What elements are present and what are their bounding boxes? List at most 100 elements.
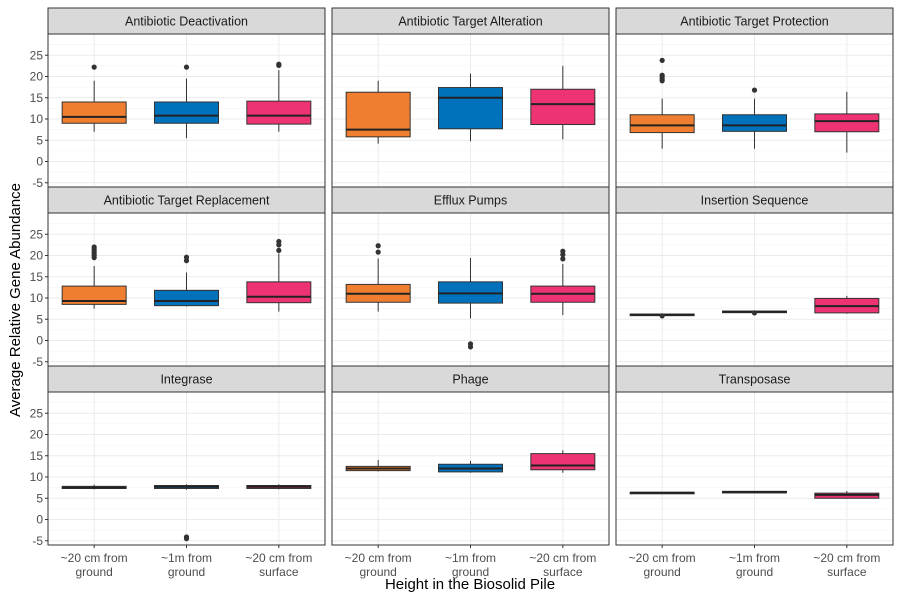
box-group [246,484,312,490]
y-tick-label: 10 [30,112,44,126]
box [530,453,596,471]
outlier-point [276,61,282,67]
y-tick-label: -5 [32,534,43,548]
y-tick-label: 0 [36,334,43,348]
box [61,101,127,124]
x-tick-label: ~20 cm from [813,551,880,565]
y-tick-label: 0 [36,513,43,527]
outlier-point [91,244,97,250]
box-group [345,243,411,312]
box [438,87,503,130]
box-group [629,491,695,495]
x-tick-label: ground [359,565,396,579]
box [154,289,219,307]
box [154,101,219,124]
x-tick-label: surface [827,565,867,579]
box-group [629,313,695,319]
y-tick-label: 15 [30,270,44,284]
box-group [61,484,127,490]
y-tick-label: 20 [30,249,44,263]
y-tick-label: 15 [30,449,44,463]
box-group [438,460,503,473]
box [246,100,312,125]
x-tick-label: ~20 cm from [245,551,312,565]
y-tick-label: 0 [36,155,43,169]
outlier-point [375,243,381,249]
facet-panel: Antibiotic Deactivation -5 0 5 10 15 20 25 [30,7,326,190]
y-tick-label: 25 [30,48,44,62]
x-tick-label: ~20 cm from [629,551,696,565]
facet-title: Phage [452,373,488,387]
facet-strip [615,7,894,35]
facet-title: Insertion Sequence [701,194,809,208]
outlier-point [751,87,758,93]
box-group [345,80,411,144]
facet-title: Antibiotic Deactivation [125,15,248,29]
box [61,285,127,305]
facet-strip [615,365,894,393]
y-tick-label: 5 [36,133,43,147]
box-group [629,57,695,149]
facet-strip [331,7,610,35]
x-tick-label: ~1m from [161,551,212,565]
facet-title: Transposase [719,373,791,387]
box-group [438,258,503,350]
outlier-point [659,72,665,78]
facet-title: Antibiotic Target Alteration [398,15,542,29]
box-group [61,64,127,132]
box-group [530,248,596,315]
facet-panel: Efflux Pumps [331,186,610,367]
x-axis-title: Height in the Biosolid Pile [385,576,555,593]
y-tick-label: 25 [30,227,44,241]
outlier-point [751,310,758,316]
x-tick-label: ground [75,565,112,579]
outlier-point [560,248,566,254]
outlier-point [560,256,566,262]
y-axis-title: Average Relative Gene Abundance [7,183,24,417]
y-tick-label: 25 [30,406,44,420]
box-group [61,244,127,309]
box [629,114,695,134]
x-tick-label: ~20 cm from [529,551,596,565]
box-group [345,460,411,472]
box-group [246,238,312,312]
y-tick-label: -5 [32,176,43,190]
y-tick-label: 20 [30,70,44,84]
x-tick-label: ground [168,565,205,579]
outlier-point [276,247,282,253]
box-group [530,450,596,473]
y-tick-label: 10 [30,291,44,305]
facet-strip [331,365,610,393]
y-tick-label: 15 [30,91,44,105]
outlier-point [276,238,282,245]
y-tick-label: 5 [36,312,43,326]
box [530,88,596,126]
outlier-point [183,536,190,542]
x-tick-label: ground [736,565,773,579]
x-tick-label: ~20 cm from [345,551,412,565]
outlier-point [375,249,381,255]
outlier-point [91,64,97,70]
x-tick-label: ground [452,565,489,579]
box [246,281,312,304]
y-tick-label: -5 [32,355,43,369]
facet-panel: Insertion Sequence [615,186,894,367]
facet-title: Antibiotic Target Replacement [104,194,270,208]
facet-strip [47,365,326,393]
box-group [722,310,787,316]
y-tick-label: 5 [36,491,43,505]
box-group [530,65,596,140]
facet-strip [331,186,610,214]
x-tick-label: ~20 cm from [61,551,128,565]
outlier-point [659,313,665,319]
y-tick-label: 20 [30,428,44,442]
x-tick-label: ground [643,565,680,579]
outlier-point [659,57,665,63]
box [814,113,880,133]
box [722,114,787,132]
box-group [154,254,219,307]
x-tick-label: surface [259,565,299,579]
box-group [722,87,787,149]
outlier-point [183,64,190,70]
